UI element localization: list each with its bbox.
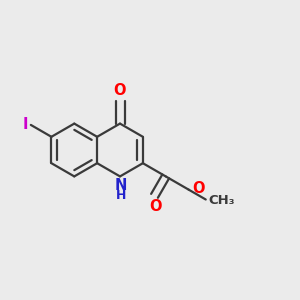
Text: O: O xyxy=(149,199,161,214)
Text: N: N xyxy=(115,178,128,193)
Text: H: H xyxy=(116,189,126,202)
Text: O: O xyxy=(114,82,126,98)
Text: I: I xyxy=(23,116,28,131)
Text: O: O xyxy=(192,181,205,196)
Text: CH₃: CH₃ xyxy=(209,194,235,207)
